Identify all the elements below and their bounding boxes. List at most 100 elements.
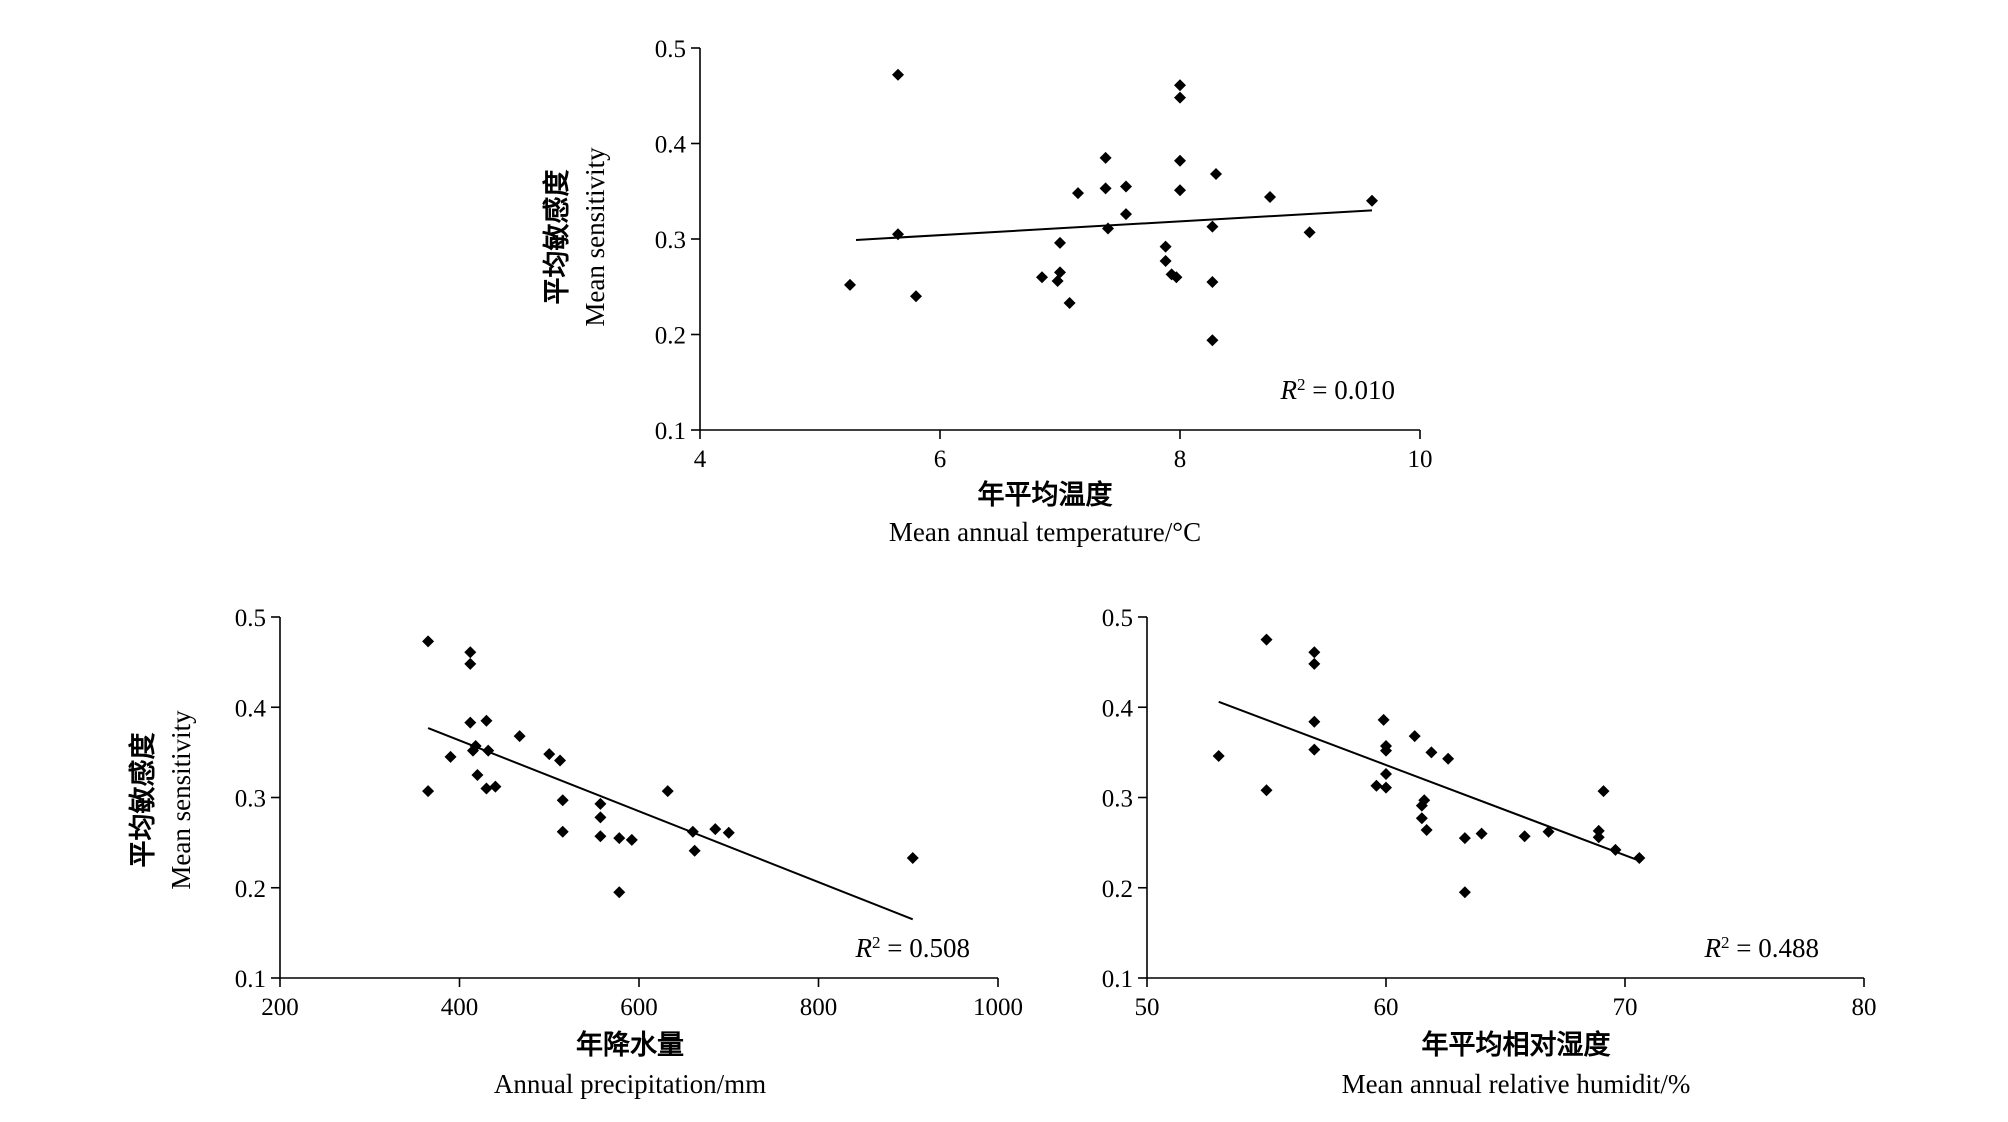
r-squared-label: R2 = 0.010 bbox=[1280, 375, 1395, 406]
data-point bbox=[709, 823, 722, 836]
x-tick-label: 4 bbox=[694, 446, 707, 473]
data-point bbox=[1174, 184, 1186, 197]
data-point bbox=[469, 740, 482, 753]
data-point bbox=[1633, 851, 1646, 864]
data-point bbox=[1308, 657, 1321, 670]
data-point bbox=[722, 826, 735, 839]
data-point bbox=[1308, 715, 1321, 728]
data-point bbox=[1159, 240, 1172, 253]
data-point bbox=[1102, 222, 1114, 235]
data-point bbox=[1415, 812, 1428, 825]
data-point bbox=[892, 68, 904, 81]
data-point bbox=[1380, 768, 1392, 781]
data-point bbox=[513, 730, 526, 743]
data-point bbox=[556, 825, 569, 838]
data-point bbox=[1264, 190, 1276, 203]
data-point bbox=[471, 768, 484, 781]
data-point bbox=[625, 833, 638, 846]
data-point bbox=[1072, 187, 1084, 200]
data-point bbox=[1036, 271, 1048, 284]
data-point bbox=[1174, 154, 1186, 167]
data-point bbox=[594, 797, 607, 810]
data-point bbox=[556, 794, 569, 807]
data-point bbox=[1099, 151, 1112, 164]
trend-line bbox=[855, 209, 1373, 241]
data-point bbox=[1063, 296, 1076, 309]
data-point bbox=[1380, 744, 1392, 757]
data-point bbox=[480, 782, 493, 795]
data-point bbox=[1206, 220, 1219, 233]
x-axis-title-cn: 年平均温度 bbox=[978, 479, 1113, 510]
data-point bbox=[594, 830, 607, 843]
data-point bbox=[1174, 91, 1186, 104]
data-point bbox=[1366, 194, 1378, 207]
data-point bbox=[489, 780, 502, 793]
data-point bbox=[1442, 752, 1455, 765]
data-point bbox=[464, 646, 477, 659]
y-tick-label: 0.5 bbox=[655, 36, 686, 63]
trend-line bbox=[1218, 700, 1640, 862]
data-point bbox=[1303, 226, 1316, 239]
data-point bbox=[1120, 208, 1132, 221]
y-tick-label: 0.2 bbox=[1102, 876, 1133, 903]
y-tick-label: 0.5 bbox=[1102, 605, 1133, 632]
data-point bbox=[1609, 843, 1622, 856]
data-point bbox=[1425, 746, 1438, 759]
data-point bbox=[892, 228, 904, 241]
data-point bbox=[464, 657, 477, 670]
x-tick-label: 800 bbox=[800, 994, 838, 1021]
data-point bbox=[613, 886, 626, 899]
data-point bbox=[1518, 830, 1531, 843]
data-point bbox=[1592, 824, 1605, 837]
data-point bbox=[464, 716, 477, 729]
x-tick-label: 200 bbox=[261, 994, 299, 1021]
data-point bbox=[1420, 823, 1433, 836]
data-point bbox=[1458, 832, 1471, 845]
data-point bbox=[844, 278, 856, 291]
y-tick-label: 0.2 bbox=[655, 323, 686, 350]
y-tick-label: 0.5 bbox=[235, 605, 266, 632]
y-tick-label: 0.3 bbox=[1102, 786, 1133, 813]
y-axis-title-en: Mean sensitivity bbox=[166, 710, 196, 890]
y-tick-label: 0.4 bbox=[235, 695, 267, 722]
data-point bbox=[1475, 827, 1488, 840]
data-point bbox=[444, 750, 457, 763]
data-point bbox=[1458, 886, 1471, 899]
y-tick-label: 0.1 bbox=[655, 418, 686, 445]
r-squared-label: R2 = 0.488 bbox=[1704, 933, 1819, 964]
x-tick-label: 8 bbox=[1174, 446, 1187, 473]
y-tick-label: 0.1 bbox=[235, 966, 266, 993]
data-point bbox=[1260, 784, 1273, 797]
data-point bbox=[543, 748, 556, 761]
data-point bbox=[1370, 779, 1383, 792]
y-tick-label: 0.3 bbox=[235, 786, 266, 813]
x-tick-label: 600 bbox=[620, 994, 658, 1021]
trend-line bbox=[427, 727, 914, 921]
data-point bbox=[661, 785, 674, 798]
x-tick-label: 80 bbox=[1852, 994, 1877, 1021]
x-axis-title-en: Annual precipitation/mm bbox=[494, 1069, 766, 1099]
data-point bbox=[1206, 334, 1219, 347]
data-point bbox=[1206, 275, 1219, 288]
y-tick-label: 0.1 bbox=[1102, 966, 1133, 993]
data-point bbox=[480, 714, 493, 727]
data-point bbox=[1054, 266, 1066, 279]
y-tick-label: 0.4 bbox=[655, 132, 687, 159]
data-point bbox=[1210, 168, 1222, 181]
x-tick-label: 400 bbox=[441, 994, 479, 1021]
x-tick-label: 60 bbox=[1374, 994, 1399, 1021]
y-tick-label: 0.3 bbox=[655, 227, 686, 254]
x-tick-label: 70 bbox=[1613, 994, 1638, 1021]
data-point bbox=[613, 832, 626, 845]
y-tick-label: 0.4 bbox=[1102, 695, 1134, 722]
data-point bbox=[1099, 182, 1112, 195]
data-point bbox=[482, 744, 495, 757]
data-point bbox=[1408, 730, 1421, 743]
temperature-plot: 平均敏感度 Mean sensitivity 年平均温度 Mean annual… bbox=[541, 36, 1433, 547]
data-point bbox=[554, 754, 567, 767]
x-axis-title-cn: 年平均相对湿度 bbox=[1422, 1029, 1611, 1060]
x-axis-title-en: Mean annual temperature/°C bbox=[889, 517, 1201, 547]
x-axis-title-en: Mean annual relative humidit/% bbox=[1342, 1069, 1691, 1099]
data-point bbox=[1120, 180, 1132, 193]
